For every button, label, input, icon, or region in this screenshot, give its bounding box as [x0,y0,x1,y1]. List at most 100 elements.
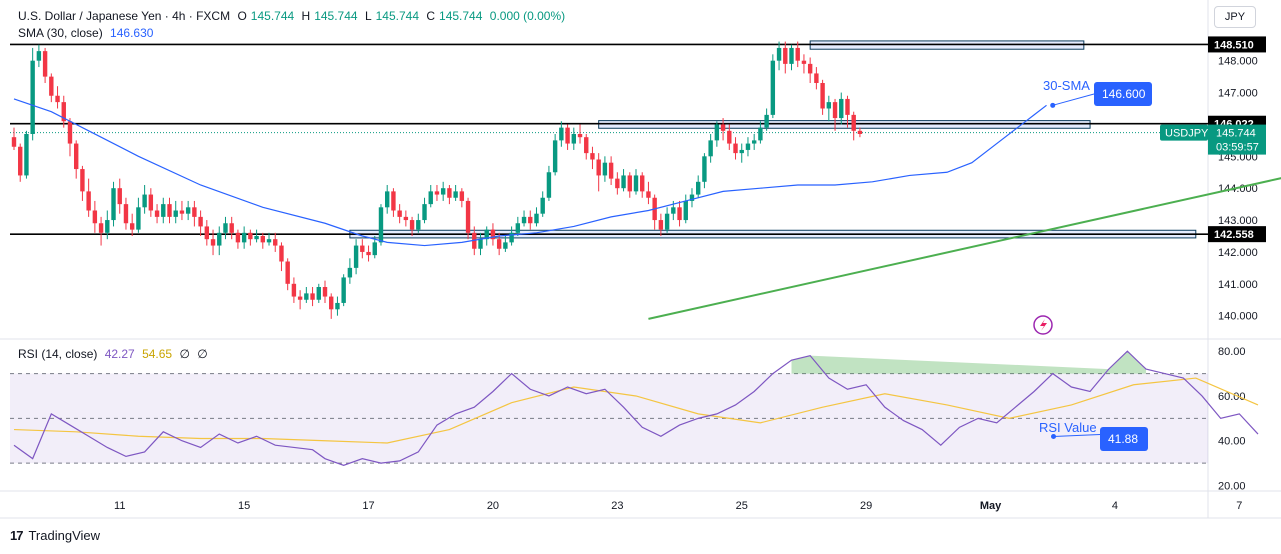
close-value: 145.744 [439,9,483,23]
time-tick-label: 25 [736,500,748,512]
sma-legend[interactable]: SMA (30, close) 146.630 [18,26,157,40]
level-badge [1208,36,1266,53]
price-tick-label: 148.000 [1218,56,1258,68]
candle-body [291,283,297,297]
symbol-badge-label: USDJPY [1165,128,1209,140]
candle-body [758,127,763,141]
sma-annotation-line [1052,93,1095,106]
time-tick-label: 29 [860,500,872,512]
candle-body [329,296,334,310]
time-tick-label: May [980,500,1002,512]
last-price-value: 145.744 [1216,128,1256,140]
candle-body [503,242,508,249]
candle-body [49,76,54,96]
candle-body [353,245,359,268]
candle-body [795,47,800,61]
candle-body [689,194,695,201]
time-tick-label: 20 [487,500,499,512]
candle-body [260,236,265,243]
symbol-header: U.S. Dollar / Japanese Yen · 4h · FXCM O… [18,9,569,23]
candle-body [254,236,259,240]
candle-body [67,121,73,144]
candle-body [111,188,116,221]
candle-body [621,175,626,189]
candle-body [807,63,813,74]
candle-body [783,47,788,64]
price-tick-label: 147.000 [1218,88,1258,100]
candle-body [322,287,328,297]
candle-body [11,137,17,147]
candle-body [24,134,29,176]
candle-body [646,191,651,198]
candle-body [776,47,782,61]
candle-body [142,194,147,208]
candle-body [335,302,340,310]
candle-body [540,197,545,214]
symbol-badge [1160,124,1208,141]
level-badge-label: 142.558 [1214,229,1254,241]
candle-body [273,239,278,246]
candle-body [185,207,191,214]
price-tick-label: 141.000 [1218,279,1258,291]
candle-body [129,223,135,230]
rsi-legend[interactable]: RSI (14, close) 42.27 54.65 ∅ ∅ [18,347,212,361]
footer[interactable]: 17 TradingView [10,528,100,543]
candle-body [826,102,832,109]
candle-body [217,232,222,246]
candle-body [204,226,210,240]
candle-body [61,102,66,122]
candle-body [727,130,732,144]
candle-body [310,293,315,300]
candle-body [447,188,452,198]
candle-body [633,175,639,192]
candle-body [117,188,122,205]
candle-body [615,178,620,189]
candle-body [360,245,365,252]
trendline [648,177,1281,320]
candle-body [528,216,533,224]
candle-body [664,213,670,230]
candle-body [86,191,91,211]
candle-body [161,204,166,217]
candle-body [608,162,614,179]
candle-body [42,51,48,77]
candle-body [832,102,838,119]
flash-icon-bolt [1040,319,1047,331]
candle-body [465,200,471,233]
low-value: 145.744 [375,9,420,23]
candle-body [98,223,104,233]
candle-body [167,204,172,217]
candle-body [297,296,303,300]
time-tick-label: 7 [1236,500,1242,512]
candle-body [179,210,185,214]
rsi-extra-1: ∅ [179,347,190,361]
candle-body [248,232,253,240]
candle-body [702,156,707,182]
rsi-tick-label: 20.00 [1218,481,1246,493]
candle-body [851,114,856,131]
candle-body [341,277,346,303]
sma-value-badge [1094,82,1152,106]
candle-body [223,223,228,233]
candle-body [409,220,415,230]
open-label: O [237,9,247,23]
candle-body [148,194,154,211]
candle-body [285,261,290,284]
candle-body [751,140,757,144]
currency-button[interactable]: JPY [1214,6,1256,28]
rsi-sma-value: 54.65 [142,347,173,361]
candle-body [173,210,178,217]
candle-body [552,140,558,173]
candle-body [565,127,570,144]
rsi-annotation-line [1053,434,1101,438]
rsi-tick-label: 60.00 [1218,391,1246,403]
candle-body [378,207,384,243]
candle-body [857,130,863,134]
candle-body [422,204,427,221]
sma-value-badge-label: 146.600 [1102,87,1146,101]
candle-body [366,251,371,256]
rsi-value-badge-label: 41.88 [1108,432,1138,446]
candle-body [696,181,701,195]
candle-body [546,172,552,198]
